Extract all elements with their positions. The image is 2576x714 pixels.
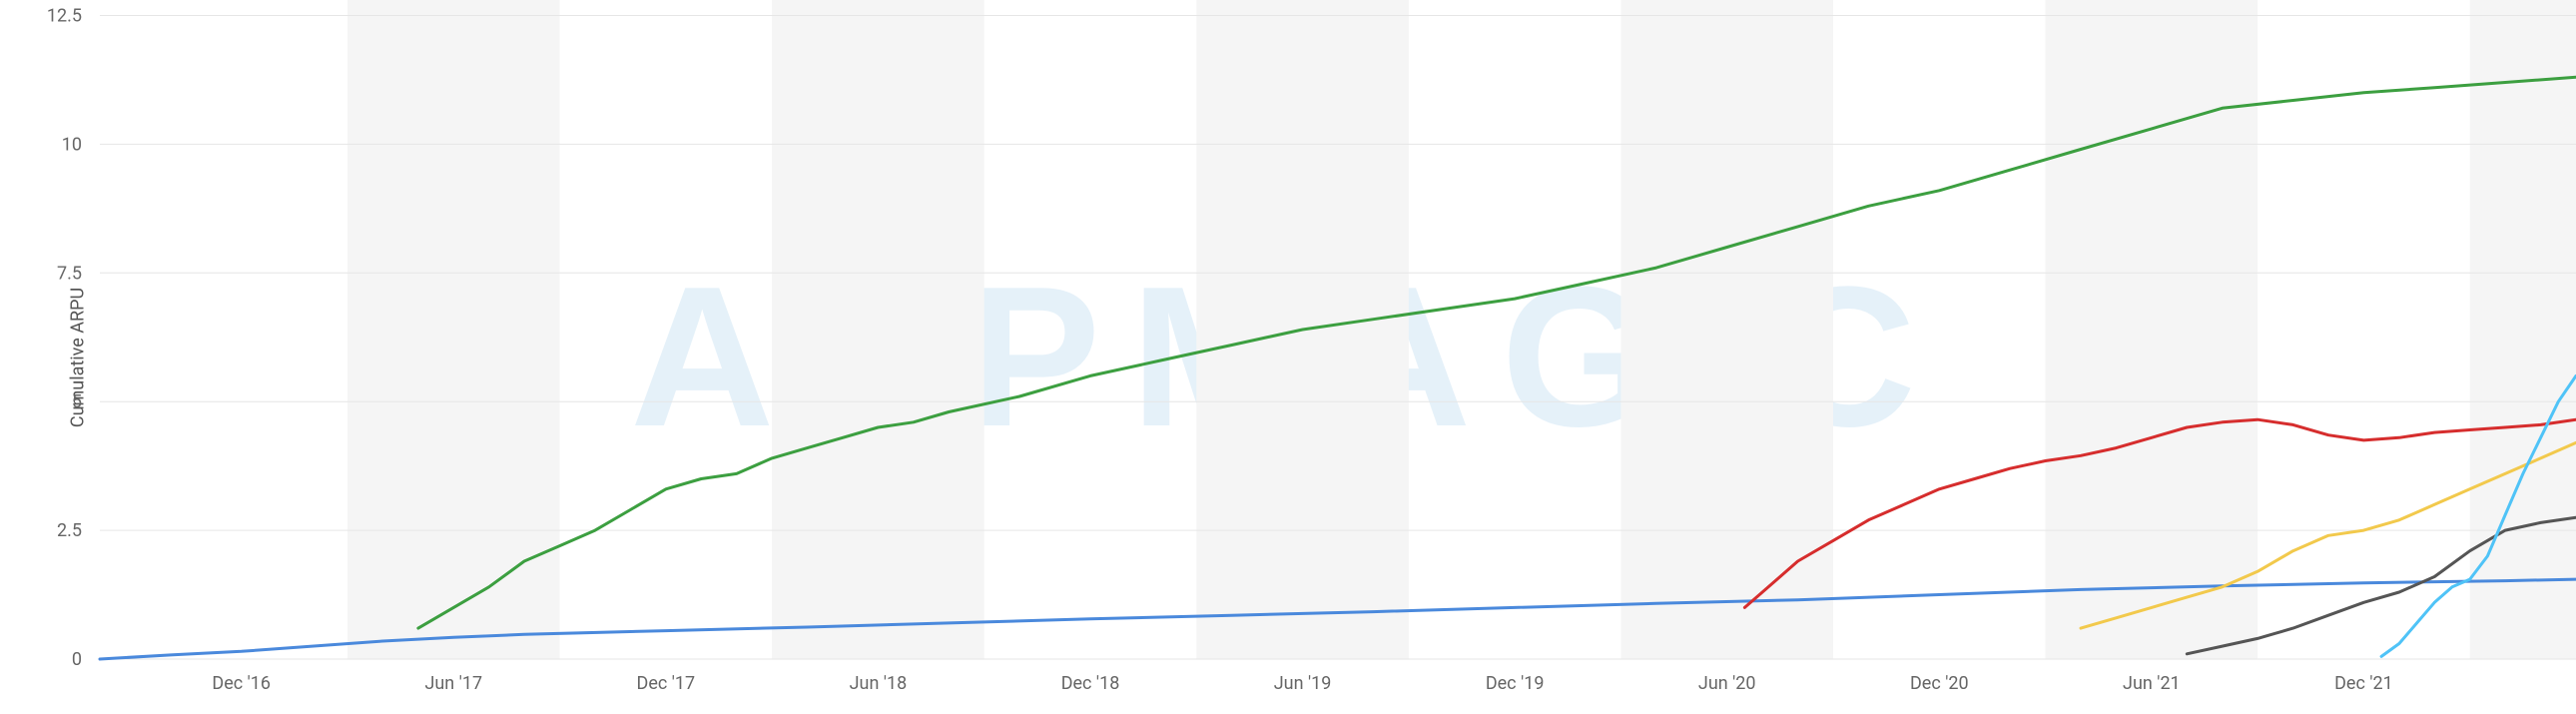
y-tick-label: 0 — [72, 649, 82, 670]
x-tick-label: Dec '19 — [1486, 673, 1545, 694]
arpu-chart: APPMAGIC Cumulative ARPU 02.557.51012.5D… — [0, 0, 2576, 714]
x-tick-label: Dec '18 — [1061, 673, 1120, 694]
chart-svg: 0 2.5 5 7.5 10 12.5 Dec '16 Jun '17 Dec '17 Jun '… — [0, 0, 2576, 714]
alt-band — [2046, 0, 2258, 659]
x-tick-label: Dec '16 — [212, 673, 271, 694]
x-tick-label: Dec '17 — [637, 673, 696, 694]
x-tick-label: Jun '18 — [850, 673, 908, 694]
y-tick-label: 7.5 — [57, 263, 82, 284]
x-tick-label: Dec '21 — [2334, 673, 2393, 694]
x-tick-label: Dec '20 — [1910, 673, 1969, 694]
x-tick-label: Jun '19 — [1274, 673, 1332, 694]
y-tick-label: 10 — [62, 134, 82, 155]
y-tick-label: 2.5 — [57, 520, 82, 541]
y-tick-label: 12.5 — [47, 5, 82, 26]
alt-band — [772, 0, 984, 659]
y-tick-label: 5 — [72, 391, 82, 412]
x-tick-label: Jun '21 — [2123, 673, 2181, 694]
x-tick-label: Jun '20 — [1698, 673, 1756, 694]
x-tick-label: Jun '17 — [424, 673, 482, 694]
